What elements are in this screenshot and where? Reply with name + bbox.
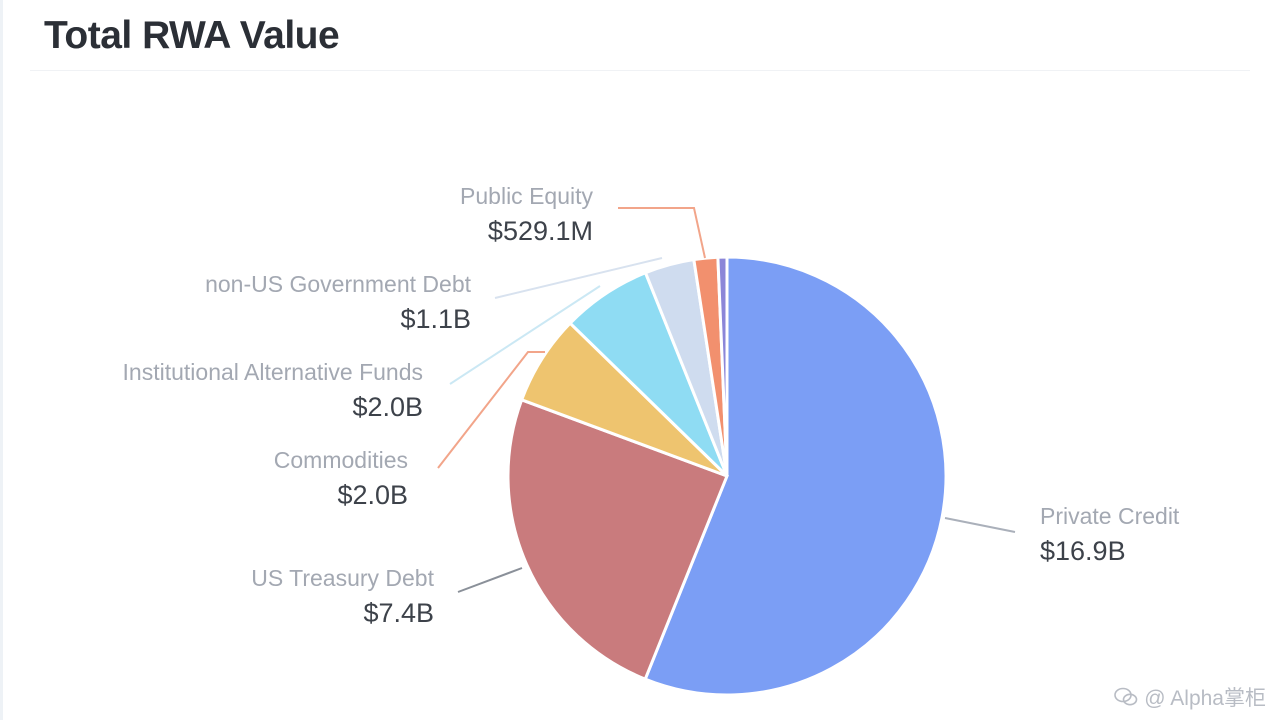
slice-label: Private Credit [1040, 503, 1180, 529]
slice-value-label: $1.1B [400, 304, 471, 334]
slice-value-label: $2.0B [352, 392, 423, 422]
title-divider [30, 70, 1250, 71]
pie-slice-private-credit [643, 255, 948, 697]
leader-line [437, 351, 545, 469]
slice-value-label: $2.0B [337, 480, 408, 510]
chart-title: Total RWA Value [44, 14, 340, 57]
slice-label: Public Equity [460, 183, 593, 209]
slice-value-label: $7.4B [363, 598, 434, 628]
leader-line [457, 567, 523, 593]
leader-line [618, 207, 706, 259]
slice-label: Institutional Alternative Funds [123, 359, 423, 385]
leader-line [494, 257, 663, 299]
slice-label: US Treasury Debt [251, 565, 434, 591]
wechat-icon [1114, 687, 1138, 706]
watermark-text: @ Alpha掌柜 [1144, 687, 1266, 710]
leader-line [944, 517, 1016, 533]
pie-slice-us-treasury-debt [506, 397, 729, 682]
slice-label: Commodities [274, 447, 408, 473]
pie-slice-other [716, 255, 729, 477]
slice-label: non-US Government Debt [205, 271, 472, 297]
leader-line [449, 285, 601, 385]
slice-value-label: $529.1M [488, 216, 593, 246]
slice-value-label: $16.9B [1040, 536, 1126, 566]
watermark: @ Alpha掌柜 [1114, 682, 1266, 712]
